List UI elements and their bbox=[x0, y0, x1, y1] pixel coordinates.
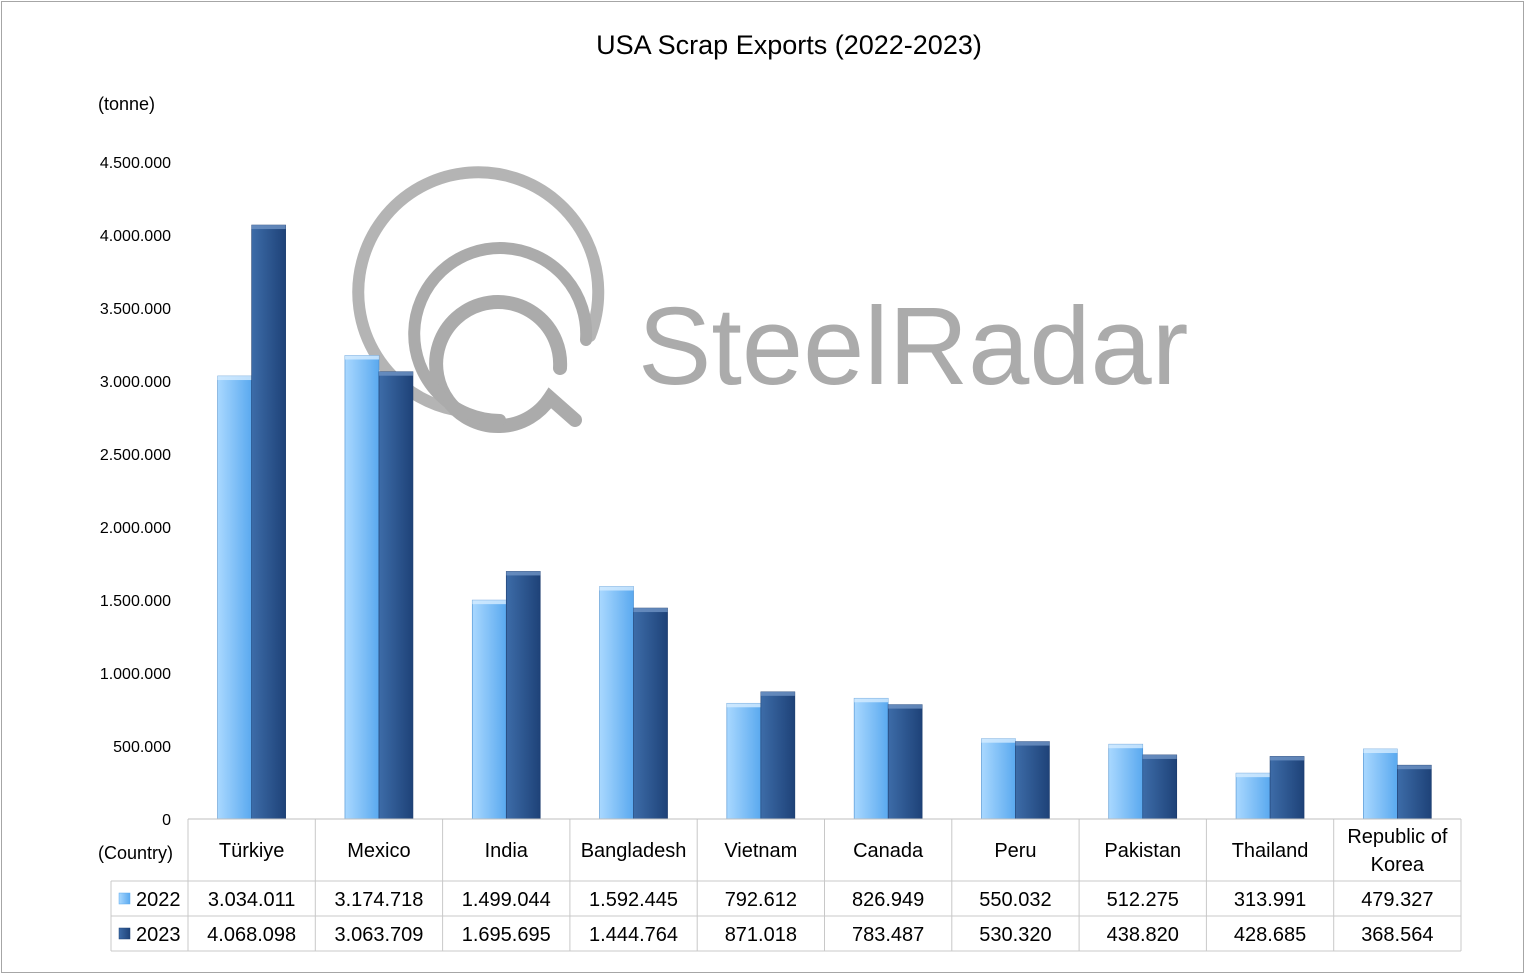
category-label: Peru bbox=[994, 840, 1036, 862]
data-table: Türkiye Mexico India Bangladesh Vietnam Canad… bbox=[110, 818, 1462, 952]
bar-2022 bbox=[981, 738, 1016, 820]
bar-2022 bbox=[1363, 748, 1398, 820]
bar-2022-top-bevel bbox=[981, 738, 1016, 743]
radar-logo-icon bbox=[352, 166, 605, 433]
table-cell-value: 438.820 bbox=[1107, 924, 1179, 946]
table-cell-value: 3.174.718 bbox=[334, 889, 423, 911]
table-cell-value: 3.063.709 bbox=[334, 924, 423, 946]
bar-2023-top-bevel bbox=[1142, 754, 1177, 759]
table-cell-value: 1.444.764 bbox=[589, 924, 678, 946]
legend-label: 2023 bbox=[136, 924, 181, 946]
category-label: Mexico bbox=[347, 840, 410, 862]
y-tick-label: 4.500.000 bbox=[100, 155, 171, 172]
table-cell-value: 4.068.098 bbox=[207, 924, 296, 946]
bar-2022-top-bevel bbox=[217, 376, 252, 381]
category-label: Türkiye bbox=[219, 840, 285, 862]
table-cell-value: 826.949 bbox=[852, 889, 924, 911]
bar-2022-top-bevel bbox=[1108, 744, 1143, 749]
category-label: Thailand bbox=[1232, 840, 1309, 862]
legend-label: 2022 bbox=[136, 889, 181, 911]
bar-2023 bbox=[1015, 741, 1050, 820]
bar-2022-top-bevel bbox=[472, 600, 507, 605]
bar-2022 bbox=[599, 586, 634, 820]
legend-key-2022 bbox=[118, 892, 131, 905]
table-cell-value: 1.499.044 bbox=[462, 889, 551, 911]
watermark: SteelRadar bbox=[352, 166, 1188, 433]
category-label: Korea bbox=[1371, 854, 1425, 876]
bar-2023 bbox=[760, 691, 796, 820]
bar-2023-top-bevel bbox=[760, 691, 795, 696]
table-cell-value: 479.327 bbox=[1361, 889, 1433, 911]
table-cell-value: 783.487 bbox=[852, 924, 924, 946]
bar-2023 bbox=[633, 607, 668, 820]
bar-2022 bbox=[853, 697, 889, 820]
bar-2022 bbox=[1108, 743, 1144, 820]
category-label: Bangladesh bbox=[581, 840, 687, 862]
bar-2022 bbox=[1235, 772, 1271, 820]
bar-2022 bbox=[471, 599, 507, 820]
table-cell-value: 428.685 bbox=[1234, 924, 1306, 946]
y-tick-label: 1.000.000 bbox=[100, 666, 171, 683]
bar-2022 bbox=[344, 355, 380, 820]
table-cell-value: 512.275 bbox=[1107, 889, 1179, 911]
bar-2023-top-bevel bbox=[1270, 756, 1305, 761]
bar-2023-top-bevel bbox=[378, 371, 413, 376]
bar-2022-top-bevel bbox=[344, 355, 379, 360]
table-cell-value: 1.695.695 bbox=[462, 924, 551, 946]
y-tick-label: 3.500.000 bbox=[100, 301, 171, 318]
bar-2023 bbox=[1397, 764, 1432, 820]
y-tick-label: 1.500.000 bbox=[100, 593, 171, 610]
bar-2023-top-bevel bbox=[633, 608, 668, 613]
x-axis-label: (Country) bbox=[98, 843, 173, 863]
bar-2023-top-bevel bbox=[1015, 741, 1050, 746]
y-tick-label: 4.000.000 bbox=[100, 228, 171, 245]
table-cell-value: 368.564 bbox=[1361, 924, 1433, 946]
bar-2023 bbox=[1142, 754, 1178, 820]
bar-2023 bbox=[1269, 756, 1305, 820]
category-label: Canada bbox=[853, 840, 924, 862]
category-label: India bbox=[485, 840, 529, 862]
bar-2023-top-bevel bbox=[251, 225, 286, 230]
category-label: Pakistan bbox=[1104, 840, 1181, 862]
bar-2022-top-bevel bbox=[1236, 773, 1271, 778]
table-cell-value: 3.034.011 bbox=[208, 889, 296, 911]
y-axis-unit-label: (tonne) bbox=[98, 94, 155, 114]
y-axis-ticks: 0 500.000 1.000.000 1.500.000 2.000.000 2.500… bbox=[100, 155, 171, 829]
bar-2023 bbox=[378, 371, 414, 820]
bar-2023 bbox=[505, 571, 541, 820]
bar-2022-top-bevel bbox=[599, 586, 634, 591]
y-tick-label: 3.000.000 bbox=[100, 374, 171, 391]
y-tick-label: 2.000.000 bbox=[100, 520, 171, 537]
bar-2022-top-bevel bbox=[854, 698, 889, 703]
bar-2023 bbox=[251, 224, 286, 820]
watermark-text: SteelRadar bbox=[638, 285, 1188, 408]
y-tick-label: 500.000 bbox=[113, 739, 171, 756]
table-cell-value: 313.991 bbox=[1234, 889, 1306, 911]
bar-2023 bbox=[887, 704, 923, 820]
bar-2022-top-bevel bbox=[726, 703, 761, 708]
bar-2023-top-bevel bbox=[506, 571, 541, 576]
chart-title: USA Scrap Exports (2022-2023) bbox=[596, 30, 982, 60]
table-cell-value: 871.018 bbox=[725, 924, 797, 946]
table-cell-value: 792.612 bbox=[725, 889, 797, 911]
y-tick-label: 2.500.000 bbox=[100, 447, 171, 464]
legend-key-2023 bbox=[118, 927, 131, 940]
table-cell-value: 550.032 bbox=[979, 889, 1051, 911]
table-cell-value: 530.320 bbox=[979, 924, 1051, 946]
category-label: Republic of bbox=[1347, 826, 1448, 848]
y-tick-label: 0 bbox=[162, 812, 171, 829]
bar-2022-top-bevel bbox=[1363, 749, 1398, 754]
table-cell-value: 1.592.445 bbox=[589, 889, 678, 911]
bar-2023-top-bevel bbox=[1397, 765, 1432, 770]
category-label: Vietnam bbox=[724, 840, 797, 862]
bar-2022 bbox=[217, 375, 252, 820]
bar-2022 bbox=[726, 702, 762, 820]
bar-2023-top-bevel bbox=[888, 704, 923, 709]
bars bbox=[217, 224, 1432, 820]
